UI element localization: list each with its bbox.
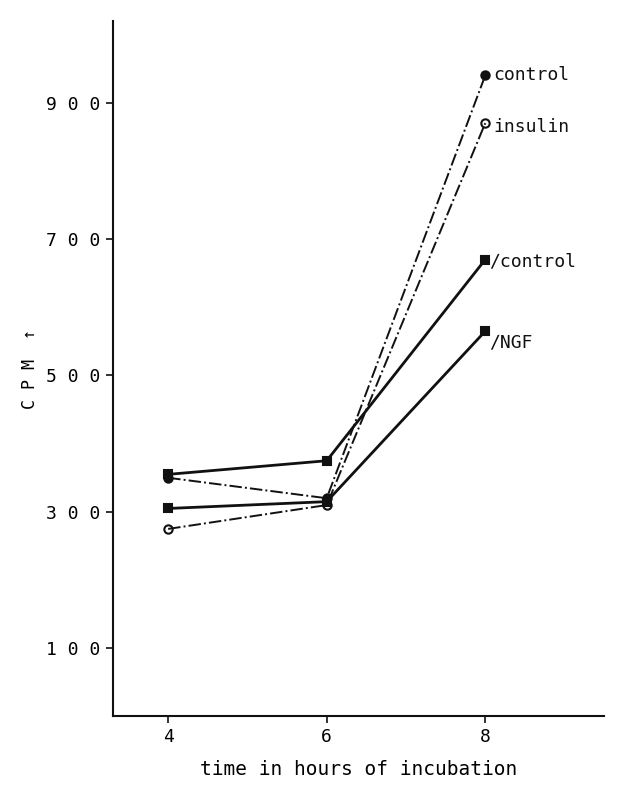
Text: insulin: insulin (493, 118, 569, 135)
Y-axis label: C P M  ↑: C P M ↑ (21, 329, 39, 409)
X-axis label: time in hours of incubation: time in hours of incubation (200, 760, 517, 779)
Text: ∕NGF: ∕NGF (489, 334, 532, 352)
Text: control: control (493, 66, 569, 84)
Text: ∕control: ∕control (489, 252, 576, 270)
